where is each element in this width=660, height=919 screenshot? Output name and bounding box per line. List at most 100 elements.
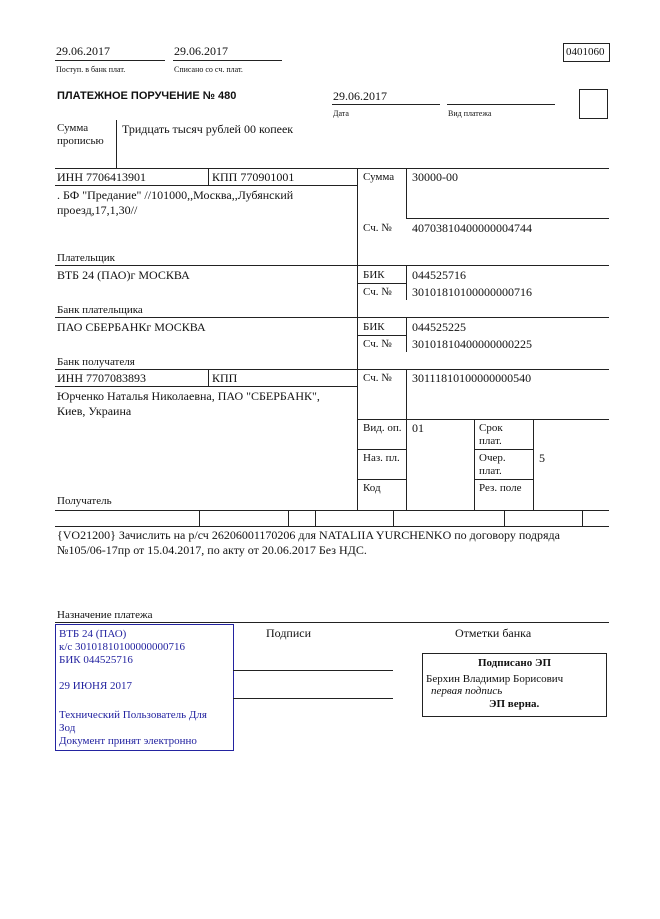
received-date: 29.06.2017 [56, 44, 110, 58]
payer-bank-bik: 044525716 [412, 268, 466, 282]
stamp-line: Зод [59, 722, 76, 734]
purpose-label: Назначение платежа [57, 609, 153, 621]
term-label: плат. [479, 435, 502, 447]
priority-label: Очер. [479, 452, 506, 464]
priority-value: 5 [539, 451, 545, 465]
divider [116, 120, 117, 168]
stamp-line: Документ принят электронно [59, 735, 197, 747]
divider [55, 510, 609, 511]
payee-name: Киев, Украина [57, 404, 132, 418]
payer-kpp: КПП 770901001 [212, 170, 295, 184]
amount-words-label: Сумма [57, 122, 89, 134]
bank-marks-label: Отметки банка [455, 626, 532, 640]
divider [474, 479, 533, 480]
payee-account-label: Сч. № [363, 372, 392, 384]
divider [406, 168, 407, 219]
payee-bank-label: Банк получателя [57, 356, 135, 368]
payee-name: Юрченко Наталья Николаевна, ПАО "СБЕРБАН… [57, 389, 320, 403]
payee-account: 30111810100000000540 [412, 371, 532, 385]
divider [357, 168, 358, 510]
payer-bank-name: ВТБ 24 (ПАО)г МОСКВА [57, 268, 190, 282]
code-label: Код [363, 482, 381, 494]
divider [55, 60, 165, 61]
payee-inn: ИНН 7707083893 [57, 371, 146, 385]
divider [315, 510, 316, 526]
form-code-box: 0401060 [563, 43, 610, 62]
amount-words: Тридцать тысяч рублей 00 копеек [122, 122, 294, 136]
document-date: 29.06.2017 [333, 89, 387, 103]
payer-account-label: Сч. № [363, 222, 392, 234]
date-label: Дата [333, 109, 349, 118]
priority-label: плат. [479, 465, 502, 477]
divider [208, 168, 209, 185]
payee-kpp: КПП [212, 371, 238, 385]
signature-line [233, 670, 393, 671]
debited-date: 29.06.2017 [174, 44, 228, 58]
divider [357, 479, 406, 480]
divider [173, 60, 282, 61]
divider [357, 449, 406, 450]
stamp-line: БИК 044525716 [59, 654, 133, 666]
term-label: Срок [479, 422, 503, 434]
payee-bank-account-label: Сч. № [363, 338, 392, 350]
received-label: Поступ. в банк плат. [56, 65, 126, 74]
divider [357, 335, 406, 336]
bank-stamp: ВТБ 24 (ПАО) к/с 30101810100000000716 БИ… [55, 624, 234, 751]
payer-bank-account: 30101810100000000716 [412, 285, 532, 299]
payer-inn: ИНН 7706413901 [57, 170, 146, 184]
purpose-code-label: Наз. пл. [363, 452, 400, 464]
payer-name: . БФ "Предание" //101000,,Москва,,Лубянс… [57, 188, 294, 202]
payee-bank-bik-label: БИК [363, 321, 385, 333]
op-type-value: 01 [412, 421, 424, 435]
divider [474, 419, 475, 510]
payee-bank-bik: 044525225 [412, 320, 466, 334]
payee-bank-name: ПАО СБЕРБАНКг МОСКВА [57, 320, 206, 334]
reserve-label: Рез. поле [479, 482, 522, 494]
divider [208, 369, 209, 386]
divider [406, 369, 407, 510]
payer-bank-account-label: Сч. № [363, 286, 392, 298]
divider [55, 526, 609, 527]
divider [406, 317, 407, 352]
divider [474, 449, 533, 450]
divider [55, 168, 609, 169]
divider [393, 510, 394, 526]
empty-box [579, 89, 608, 119]
divider [533, 419, 534, 510]
divider [447, 104, 555, 105]
page-title: ПЛАТЕЖНОЕ ПОРУЧЕНИЕ № 480 [57, 90, 237, 102]
amount-label: Сумма [363, 171, 395, 183]
payer-bank-bik-label: БИК [363, 269, 385, 281]
payer-name: проезд,17,1,30// [57, 203, 138, 217]
divider [582, 510, 583, 526]
amount-words-label: прописью [57, 135, 104, 147]
amount-value: 30000-00 [412, 170, 458, 184]
stamp-line: Технический Пользователь Для [59, 709, 207, 721]
signature-line [233, 698, 393, 699]
payee-label: Получатель [57, 495, 112, 507]
op-type-label: Вид. оп. [363, 422, 402, 434]
divider [332, 104, 440, 105]
divider [55, 369, 609, 370]
stamp-date: 29 ИЮНЯ 2017 [59, 680, 133, 692]
form-code: 0401060 [566, 46, 605, 58]
signed-label: Подписано ЭП [477, 657, 552, 669]
verified-label: ЭП верна. [489, 698, 540, 710]
stamp-line: к/с 30101810100000000716 [59, 641, 186, 653]
divider [55, 317, 609, 318]
divider [406, 265, 407, 300]
divider [288, 510, 289, 526]
signer-role: первая подпись [431, 685, 503, 697]
payer-account: 40703810400000004744 [412, 221, 532, 235]
payment-type-label: Вид платежа [448, 109, 492, 118]
purpose-text: №105/06-17пр от 15.04.2017, по акту от 2… [57, 543, 367, 557]
purpose-text: {VO21200} Зачислить на р/сч 262060011702… [57, 528, 560, 542]
divider [199, 510, 200, 526]
payer-bank-label: Банк плательщика [57, 304, 143, 316]
signer-name: Берхин Владимир Борисович [426, 673, 564, 685]
divider [406, 218, 609, 219]
divider [55, 622, 609, 623]
divider [55, 265, 609, 266]
divider [357, 419, 609, 420]
signatures-label: Подписи [266, 626, 312, 640]
